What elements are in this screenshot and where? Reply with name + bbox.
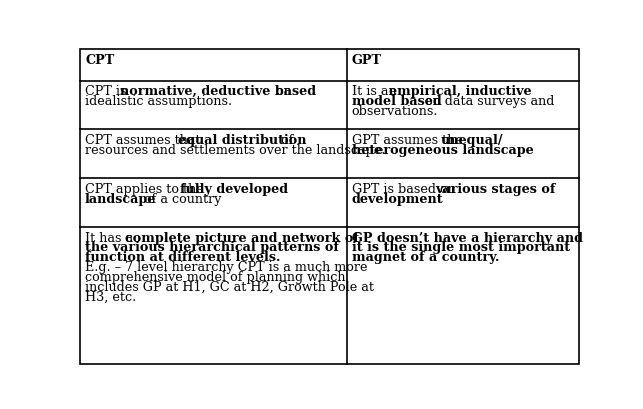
Text: comprehensive model of planning which: comprehensive model of planning which — [85, 271, 345, 284]
Text: the various hierarchical patterns of: the various hierarchical patterns of — [85, 241, 339, 254]
Text: CPT: CPT — [85, 54, 114, 67]
Text: CPT applies to the: CPT applies to the — [85, 183, 208, 196]
Text: model based: model based — [352, 95, 441, 108]
Text: resources and settlements over the landscape.: resources and settlements over the lands… — [85, 144, 386, 157]
Text: includes GP at H1, GC at H2, Growth Pole at: includes GP at H1, GC at H2, Growth Pole… — [85, 281, 374, 294]
Text: GPT assumes the: GPT assumes the — [352, 134, 467, 147]
Text: GPT is based on: GPT is based on — [352, 183, 459, 196]
Text: E.g. – 7 level hierarchy CPT is a much more: E.g. – 7 level hierarchy CPT is a much m… — [85, 261, 368, 274]
Text: magnet of a country.: magnet of a country. — [352, 251, 499, 264]
Text: idealistic assumptions.: idealistic assumptions. — [85, 95, 232, 108]
Text: development: development — [352, 193, 443, 206]
Text: complete picture and network of: complete picture and network of — [125, 231, 359, 245]
Text: observations.: observations. — [352, 105, 438, 118]
Text: CPT assumes that: CPT assumes that — [85, 134, 204, 147]
Text: function at different levels.: function at different levels. — [85, 251, 280, 264]
Text: on: on — [272, 85, 292, 98]
Text: equal distribution: equal distribution — [177, 134, 306, 147]
Text: GP doesn’t have a hierarchy and: GP doesn’t have a hierarchy and — [352, 231, 583, 245]
Text: fully developed: fully developed — [180, 183, 288, 196]
Text: H3, etc.: H3, etc. — [85, 290, 136, 303]
Text: landscape: landscape — [85, 193, 156, 206]
Text: unequal/: unequal/ — [440, 134, 503, 147]
Text: of a country: of a country — [140, 193, 222, 206]
Text: normative, deductive based: normative, deductive based — [120, 85, 316, 98]
Text: It is an: It is an — [352, 85, 400, 98]
Text: on data surveys and: on data surveys and — [421, 95, 554, 108]
Text: various stages of: various stages of — [435, 183, 556, 196]
Text: heterogeneous landscape: heterogeneous landscape — [352, 144, 534, 157]
Text: it is the single most important: it is the single most important — [352, 241, 570, 254]
Text: GPT: GPT — [352, 54, 382, 67]
Text: It has a: It has a — [85, 231, 137, 245]
Text: empirical, inductive: empirical, inductive — [389, 85, 532, 98]
Text: CPT is: CPT is — [85, 85, 131, 98]
Text: of: of — [277, 134, 294, 147]
